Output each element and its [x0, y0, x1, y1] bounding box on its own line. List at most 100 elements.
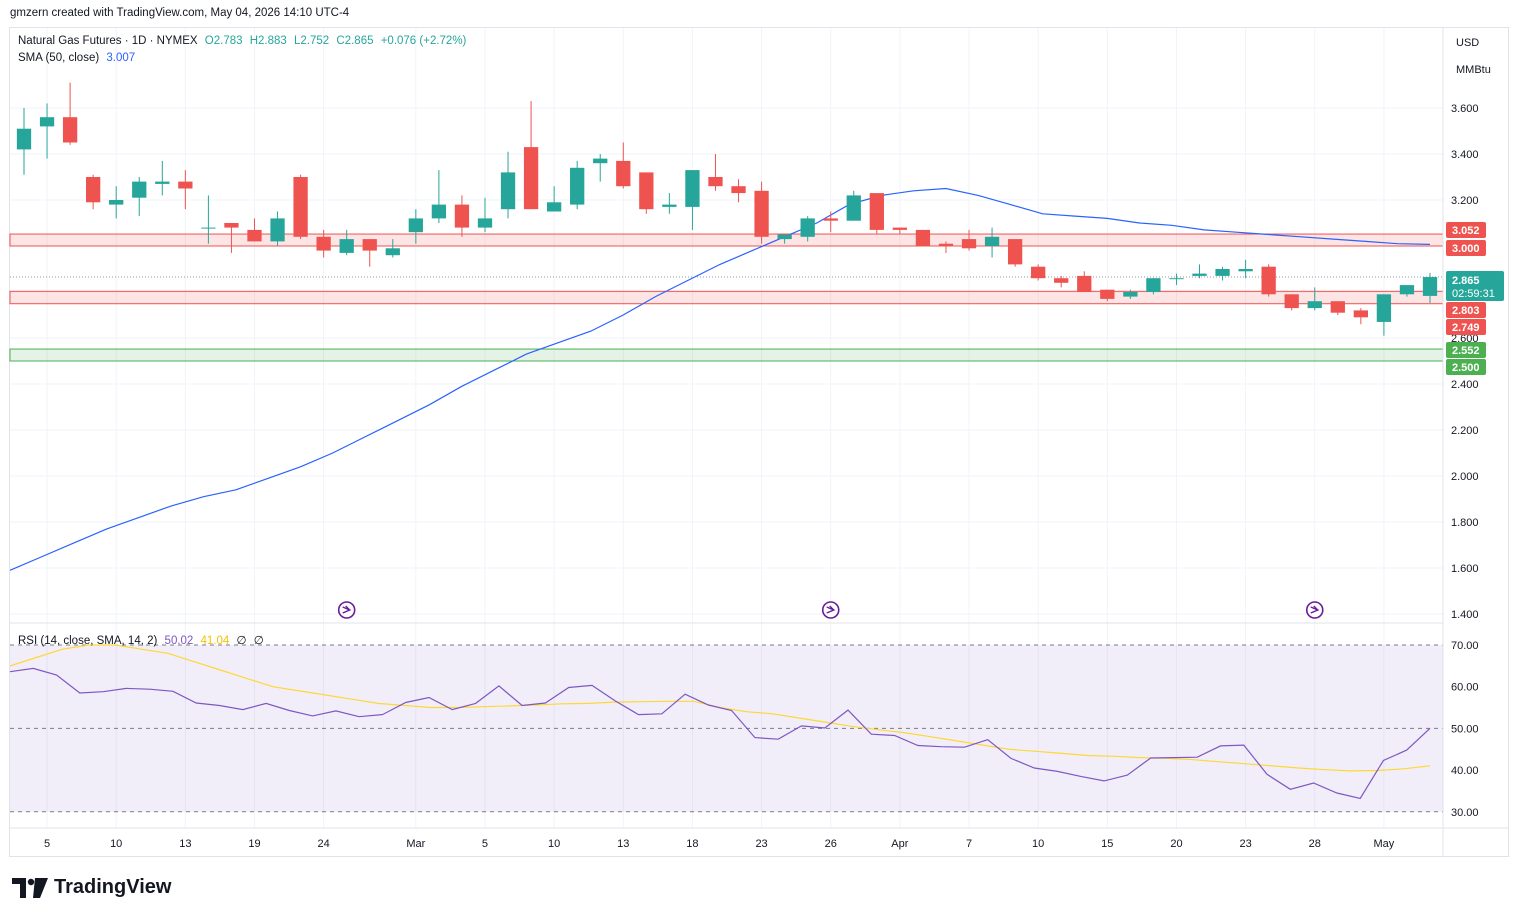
time-tick-label: 28 [1309, 838, 1321, 850]
candle-body [1261, 266, 1276, 295]
rsi-tick-label: 30.00 [1451, 807, 1479, 819]
high-value: H2.883 [249, 35, 287, 47]
level-label-text: 2.500 [1452, 362, 1480, 374]
candle [1284, 294, 1299, 311]
candle [1077, 271, 1092, 292]
last-price-text: 2.865 [1452, 275, 1480, 287]
currency-label[interactable]: USD [1456, 37, 1480, 49]
candle [109, 186, 124, 219]
candle [639, 172, 654, 214]
candle [846, 190, 861, 221]
candle-body [708, 177, 723, 187]
candle-body [984, 236, 1000, 246]
candle [1238, 259, 1253, 279]
rsi-ma-value: 41.04 [200, 635, 230, 647]
candle-body [1100, 289, 1115, 299]
candle [1330, 301, 1345, 315]
candle-body [616, 160, 631, 187]
countdown-text: 02:59:31 [1452, 288, 1495, 300]
candle-body [385, 248, 400, 256]
candle [1261, 264, 1276, 297]
last-price-tag [1446, 271, 1504, 301]
level-label-box [1446, 302, 1486, 318]
candle [1054, 275, 1069, 288]
candle [823, 211, 838, 233]
candle-body [823, 218, 838, 221]
candle-body [1054, 278, 1069, 283]
level-label-text: 2.749 [1452, 322, 1480, 334]
time-tick-label: 7 [966, 838, 972, 850]
candle [523, 101, 539, 210]
candle [500, 151, 516, 219]
candle [1399, 285, 1415, 297]
price-tick-label: 3.200 [1451, 195, 1479, 207]
candle [178, 170, 193, 210]
event-marker-circle [1305, 601, 1324, 619]
time-tick-label: 10 [548, 838, 560, 850]
candle [869, 193, 884, 235]
change-value: +0.076 (+2.72%) [380, 35, 467, 47]
event-marker-icon[interactable] [337, 601, 356, 619]
candle [1169, 273, 1184, 286]
rsi-label[interactable]: RSI (14, close, SMA, 14, 2) [18, 635, 158, 647]
time-tick-label: Apr [891, 838, 908, 850]
candle-body [1376, 294, 1392, 322]
symbol-label[interactable]: Natural Gas Futures · 1D · NYMEX [18, 35, 198, 47]
unit-label[interactable]: MMBtu [1456, 64, 1491, 76]
candle [408, 209, 423, 244]
resistance-zone-lower [9, 290, 1444, 305]
price-tick-label: 1.800 [1451, 517, 1479, 529]
candle-body [662, 204, 677, 207]
candle [1422, 272, 1438, 304]
level-label-box [1446, 359, 1486, 375]
candle [754, 181, 769, 244]
candle-body [915, 229, 931, 246]
candle [1376, 294, 1392, 336]
candle-body [1146, 278, 1161, 292]
level-label-text: 2.803 [1452, 305, 1480, 317]
candle-body [155, 181, 170, 184]
candle [546, 186, 562, 212]
main-legend: Natural Gas Futures · 1D · NYMEX O2.783 … [18, 35, 470, 47]
candle [201, 195, 216, 244]
candle-body [339, 239, 354, 253]
candle-body [731, 186, 746, 194]
candle [39, 103, 55, 159]
level-label-box [1446, 342, 1486, 358]
candle-body [1169, 278, 1184, 280]
event-marker-circle [821, 601, 840, 619]
candle [1031, 264, 1046, 281]
candle-body [685, 170, 700, 207]
candle [62, 82, 78, 145]
candle [984, 227, 1000, 258]
candle [385, 239, 400, 258]
time-tick-label: 15 [1101, 838, 1113, 850]
candle [800, 216, 815, 242]
event-marker-icon[interactable] [821, 601, 840, 619]
chart-frame [9, 27, 1509, 857]
rsi-tick-label: 50.00 [1451, 723, 1479, 735]
candle-body [1307, 301, 1322, 309]
sma-label[interactable]: SMA (50, close) [18, 52, 100, 64]
candle-body [639, 172, 654, 210]
rsi-extra-2: ∅ [253, 635, 264, 647]
candle-body [961, 239, 977, 249]
sma-legend: SMA (50, close) 3.007 [18, 52, 139, 64]
candle-body [777, 234, 792, 240]
level-label-text: 3.052 [1452, 225, 1480, 237]
candle [86, 174, 101, 210]
resistance-zone-upper [9, 233, 1444, 247]
candle-body [132, 181, 147, 198]
sma-50-line [9, 187, 1431, 571]
time-tick-label: 10 [110, 838, 122, 850]
candle [570, 160, 585, 210]
event-marker-icon[interactable] [1305, 601, 1324, 619]
event-marker-arrow [1310, 605, 1320, 614]
candle-body [201, 227, 216, 229]
sma-value: 3.007 [106, 52, 136, 64]
candle [961, 229, 977, 251]
candle [915, 229, 931, 246]
candle [1192, 264, 1207, 279]
candle [316, 229, 331, 258]
